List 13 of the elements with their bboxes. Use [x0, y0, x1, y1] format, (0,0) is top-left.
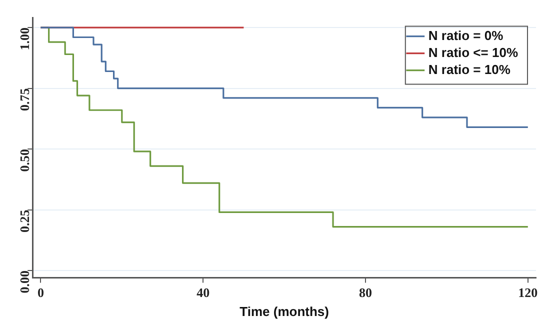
x-axis-title: Time (months): [240, 304, 329, 319]
y-tick-label: 0.25: [16, 209, 32, 233]
x-tick-label: 40: [196, 284, 210, 300]
y-tick-label: 1.00: [16, 28, 32, 50]
legend-label: N ratio <= 10%: [428, 44, 518, 60]
x-tick-label: 120: [518, 284, 538, 300]
legend-label: N ratio = 0%: [428, 28, 504, 43]
y-tick-label: 0.50: [16, 149, 32, 172]
y-tick-label: 0.00: [16, 270, 32, 294]
y-tick-label: 0.75: [16, 88, 32, 112]
x-tick-label: 0: [37, 284, 44, 300]
legend-label: N ratio = 10%: [428, 62, 511, 77]
x-tick-label: 80: [358, 284, 372, 300]
